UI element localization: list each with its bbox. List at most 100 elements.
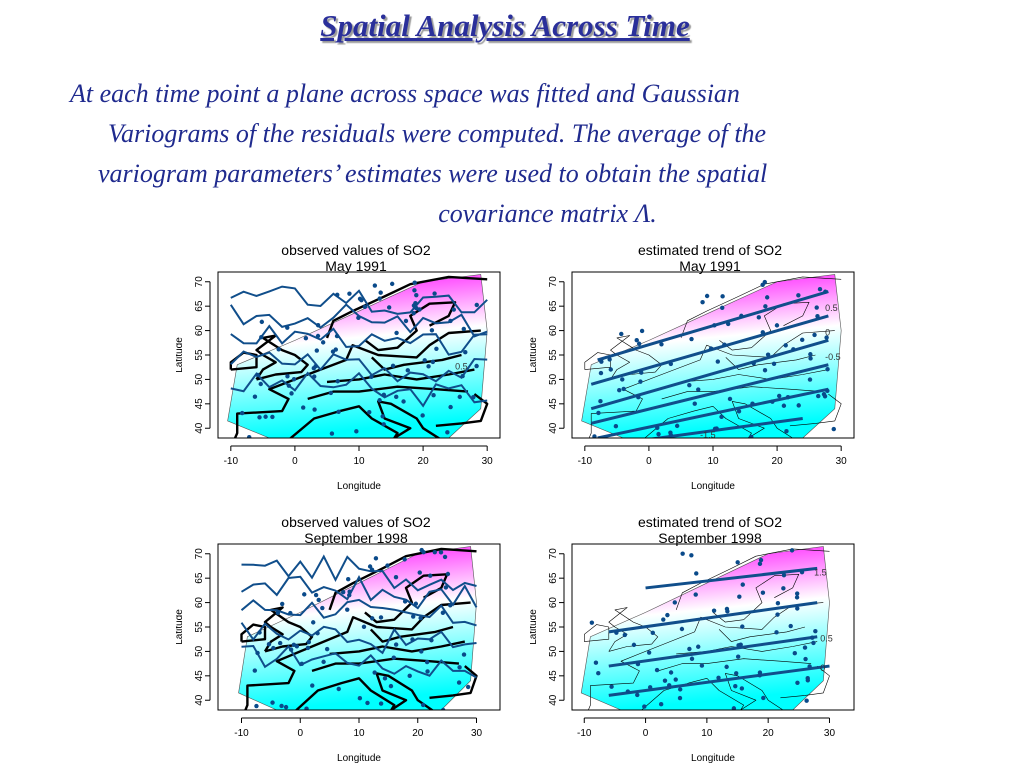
station-point (774, 630, 779, 635)
coastline (610, 335, 662, 380)
station-point (461, 326, 466, 332)
station-point (330, 349, 336, 354)
coastline (680, 369, 829, 383)
station-point (635, 692, 640, 698)
contour-line (230, 350, 488, 383)
station-point (662, 678, 668, 683)
station-point (719, 414, 724, 420)
station-point (634, 338, 639, 343)
station-point (448, 404, 453, 410)
y-tick-label: 70 (548, 276, 559, 288)
station-point (312, 374, 317, 379)
station-point (689, 336, 694, 342)
station-point (654, 667, 660, 673)
station-point (720, 294, 725, 299)
station-point (788, 623, 793, 629)
station-point (401, 399, 406, 404)
x-tick-label: 30 (471, 728, 483, 739)
coastline (641, 673, 784, 710)
station-point (291, 377, 297, 382)
x-tick-label: 10 (707, 456, 719, 467)
coastline (429, 665, 478, 699)
station-point (414, 292, 419, 298)
station-point (382, 676, 388, 681)
station-point (288, 610, 293, 616)
contour-line (230, 371, 488, 408)
station-point (696, 387, 701, 392)
station-point (799, 569, 805, 575)
station-point (394, 330, 399, 336)
station-point (263, 414, 268, 419)
station-point (812, 332, 817, 338)
station-point (402, 599, 408, 604)
station-point (661, 617, 666, 622)
station-point (760, 330, 766, 335)
coastline (680, 276, 842, 339)
station-point (774, 323, 780, 328)
station-point (461, 652, 467, 657)
station-point (419, 547, 424, 553)
station-point (347, 592, 352, 598)
station-point (381, 422, 386, 427)
station-point (804, 698, 809, 703)
station-point (442, 554, 448, 560)
station-point (316, 597, 321, 603)
station-point (430, 359, 436, 365)
station-point (443, 585, 449, 590)
station-point (412, 280, 417, 285)
station-point (254, 703, 259, 709)
station-point (781, 403, 787, 408)
station-point (405, 368, 411, 373)
trend-contour-line (590, 338, 829, 411)
station-point (739, 686, 745, 691)
description-line: Variograms of the residuals were compute… (108, 119, 767, 148)
x-tick-label: -10 (224, 456, 239, 467)
station-point (800, 337, 805, 343)
station-point (805, 675, 810, 681)
station-point (270, 700, 275, 705)
chart-title: observed values of SO2 (281, 514, 431, 530)
colour-field (580, 546, 830, 710)
station-point (811, 640, 816, 646)
coastline (240, 623, 267, 643)
station-point (429, 328, 435, 333)
chart-svg: 1.5 0.5 0 -10 0 10 20 30 Longitude 40 45 50 55 60 65 70… (530, 543, 855, 764)
station-point (727, 396, 733, 402)
station-point (764, 295, 770, 300)
station-point (824, 335, 829, 340)
station-point (255, 650, 260, 656)
chart-title: estimated trend of SO2 (638, 514, 782, 530)
station-point (346, 576, 351, 582)
station-point (791, 347, 796, 352)
contour-label: 0.5 (455, 362, 468, 372)
station-point (740, 624, 745, 629)
station-point (315, 631, 320, 636)
station-point (689, 656, 695, 661)
y-tick-label: 55 (194, 621, 205, 633)
station-point (617, 387, 622, 393)
station-point (324, 646, 330, 652)
station-point (320, 605, 325, 611)
chart-panel-observed-sep-1998: observed values of SO2 September 1998 -1… (176, 512, 536, 772)
station-point (334, 333, 340, 339)
station-point (673, 677, 678, 682)
station-point (315, 323, 321, 328)
plot-area: 0.5 (227, 274, 489, 438)
station-point (369, 374, 374, 380)
station-point (255, 372, 260, 378)
station-point (369, 567, 375, 572)
contour-label: 1.5 (814, 568, 827, 578)
x-tick-label: 20 (763, 728, 775, 739)
station-point (765, 352, 771, 357)
description-line: covariance matrix Λ. (438, 199, 657, 228)
contour-label: 0 (825, 327, 830, 337)
station-point (796, 403, 801, 408)
station-point (658, 702, 664, 707)
coastline (644, 401, 794, 438)
station-point (367, 409, 372, 415)
chart-subtitle: May 1991 (325, 258, 387, 274)
contour-line (240, 622, 477, 655)
y-tick-label: 65 (194, 572, 205, 584)
contour-label: -1.5 (700, 430, 716, 440)
station-point (757, 561, 763, 567)
